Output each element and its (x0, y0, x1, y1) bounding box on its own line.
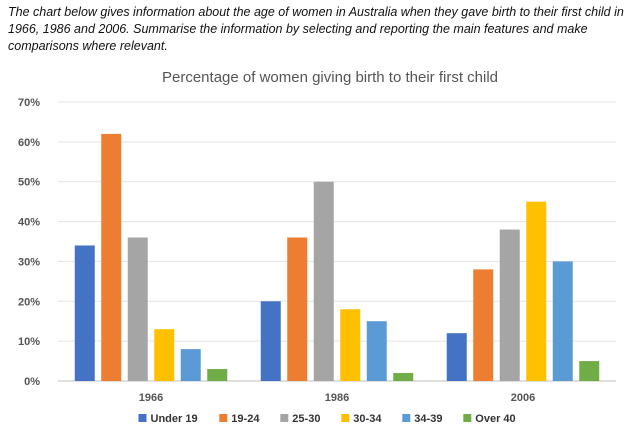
y-tick-label: 30% (18, 256, 40, 268)
bar-chart: Percentage of women giving birth to thei… (18, 69, 616, 425)
bar-25-30-1986 (313, 181, 334, 381)
legend-swatch (463, 414, 472, 422)
y-axis: 0% 10% 20% 30% 40% 50% 60% 70% (18, 97, 40, 388)
y-tick-label: 70% (18, 97, 40, 109)
x-tick-label: 1986 (325, 392, 349, 404)
chart-gridlines (58, 101, 616, 382)
bar-19-24-2006 (473, 269, 494, 381)
legend-label: 30-34 (353, 413, 382, 425)
legend-swatch (280, 414, 289, 422)
y-tick-label: 20% (18, 296, 40, 308)
bar-19-24-1966 (101, 133, 122, 381)
bar-34-39-1986 (366, 321, 387, 381)
legend-swatch (341, 414, 350, 422)
legend-swatch (138, 414, 147, 422)
bar-over-40-2006 (579, 361, 600, 381)
bar-over-40-1966 (207, 369, 228, 381)
bar-25-30-1966 (127, 237, 148, 381)
bar-25-30-2006 (499, 229, 520, 381)
bar-19-24-1986 (287, 237, 308, 381)
bar-34-39-1966 (180, 349, 201, 381)
bar-under-19-1986 (260, 301, 281, 381)
bar-under-19-2006 (446, 333, 467, 381)
legend-label: 19-24 (231, 413, 260, 425)
y-tick-label: 10% (18, 336, 40, 348)
legend: Under 19 19-24 25-30 30-34 34-39 Over 40 (138, 413, 516, 425)
y-tick-label: 60% (18, 137, 40, 149)
y-tick-label: 50% (18, 177, 40, 189)
chart-title: Percentage of women giving birth to thei… (162, 69, 498, 86)
legend-swatch (219, 414, 228, 422)
bar-30-34-1966 (154, 329, 175, 381)
legend-label: Under 19 (151, 413, 198, 425)
task-prompt: The chart below gives information about … (8, 5, 624, 53)
y-tick-label: 40% (18, 217, 40, 229)
bar-30-34-1986 (340, 309, 361, 381)
bar-34-39-2006 (552, 261, 573, 381)
legend-label: Over 40 (475, 413, 515, 425)
y-tick-label: 0% (24, 376, 40, 388)
legend-swatch (402, 414, 411, 422)
legend-label: 34-39 (414, 413, 442, 425)
x-tick-label: 1966 (139, 392, 163, 404)
bars (74, 133, 600, 381)
bar-over-40-1986 (393, 373, 414, 381)
bar-30-34-2006 (526, 201, 547, 381)
legend-label: 25-30 (292, 413, 320, 425)
bar-under-19-1966 (74, 245, 95, 381)
x-tick-label: 2006 (511, 392, 535, 404)
x-axis: 1966 1986 2006 (139, 392, 535, 404)
